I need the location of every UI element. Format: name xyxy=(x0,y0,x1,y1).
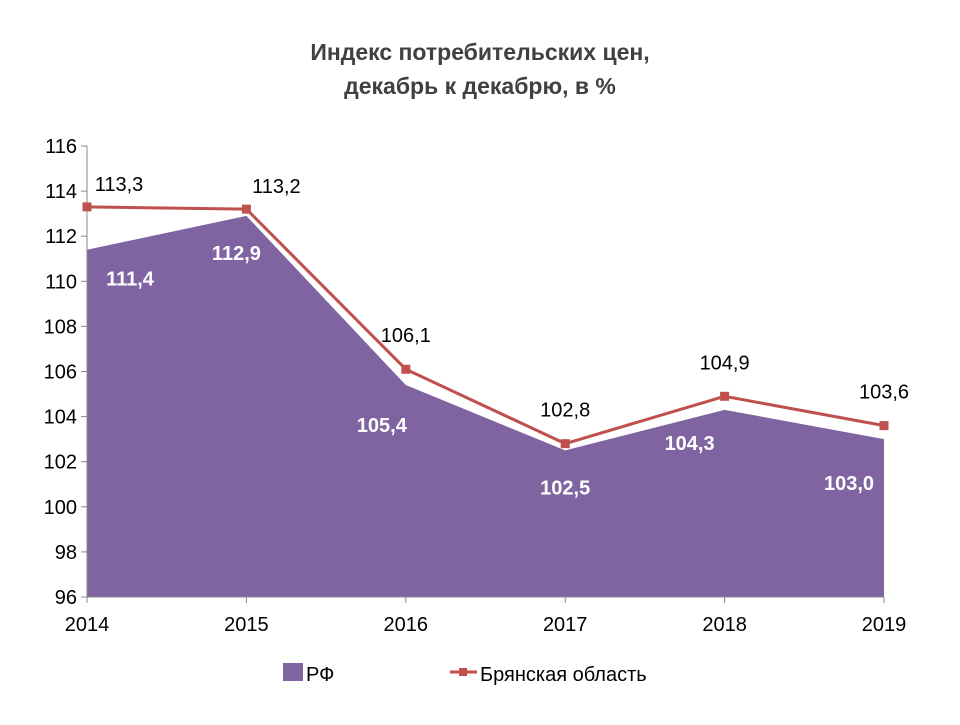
rf-data-label: 112,9 xyxy=(212,243,261,265)
rf-data-label: 104,3 xyxy=(665,433,715,455)
y-tick-label: 112 xyxy=(45,226,77,248)
legend-label-rf: РФ xyxy=(306,664,334,686)
rf-area xyxy=(87,215,884,597)
x-tick-label: 2014 xyxy=(65,614,110,636)
y-tick-label: 100 xyxy=(44,497,77,519)
y-tick-label: 110 xyxy=(45,271,77,293)
legend-marker-bryansk xyxy=(459,668,467,676)
legend-swatch-rf xyxy=(283,663,303,681)
bryansk-data-label: 102,8 xyxy=(540,400,590,422)
bryansk-data-label: 113,3 xyxy=(95,174,144,196)
bryansk-line xyxy=(86,205,885,446)
rf-data-label: 105,4 xyxy=(357,415,408,437)
y-tick-label: 98 xyxy=(55,542,77,564)
bryansk-point xyxy=(720,391,730,401)
y-tick-label: 116 xyxy=(45,136,77,158)
chart-title-line-2: декабрь к декабрю, в % xyxy=(344,73,616,99)
bryansk-data-label: 103,6 xyxy=(859,382,909,404)
rf-data-label: 102,5 xyxy=(540,477,590,499)
y-tick-label: 104 xyxy=(44,407,77,429)
bryansk-point xyxy=(82,202,92,212)
bryansk-data-label: 106,1 xyxy=(381,325,431,347)
x-tick-label: 2019 xyxy=(862,614,907,636)
x-tick-label: 2016 xyxy=(384,614,429,636)
y-tick-label: 114 xyxy=(45,181,77,203)
rf-data-label: 111,4 xyxy=(106,269,155,291)
x-tick-label: 2015 xyxy=(224,614,269,636)
bryansk-point xyxy=(401,364,411,374)
chart-title-line-1: Индекс потребительских цен, xyxy=(310,39,649,65)
y-tick-label: 96 xyxy=(55,587,77,609)
legend: РФ Брянская область xyxy=(283,663,647,686)
y-tick-label: 106 xyxy=(44,362,77,384)
x-tick-label: 2017 xyxy=(543,614,588,636)
bryansk-data-label: 113,2 xyxy=(252,176,301,198)
bryansk-point xyxy=(560,439,570,449)
legend-label-bryansk: Брянская область xyxy=(480,664,647,686)
bryansk-point xyxy=(879,421,889,431)
bryansk-point xyxy=(241,204,251,214)
bryansk-data-label: 104,9 xyxy=(700,352,750,374)
y-tick-label: 108 xyxy=(44,316,77,338)
rf-data-label: 103,0 xyxy=(824,473,874,495)
y-tick-label: 102 xyxy=(44,452,77,474)
x-tick-label: 2018 xyxy=(702,614,747,636)
